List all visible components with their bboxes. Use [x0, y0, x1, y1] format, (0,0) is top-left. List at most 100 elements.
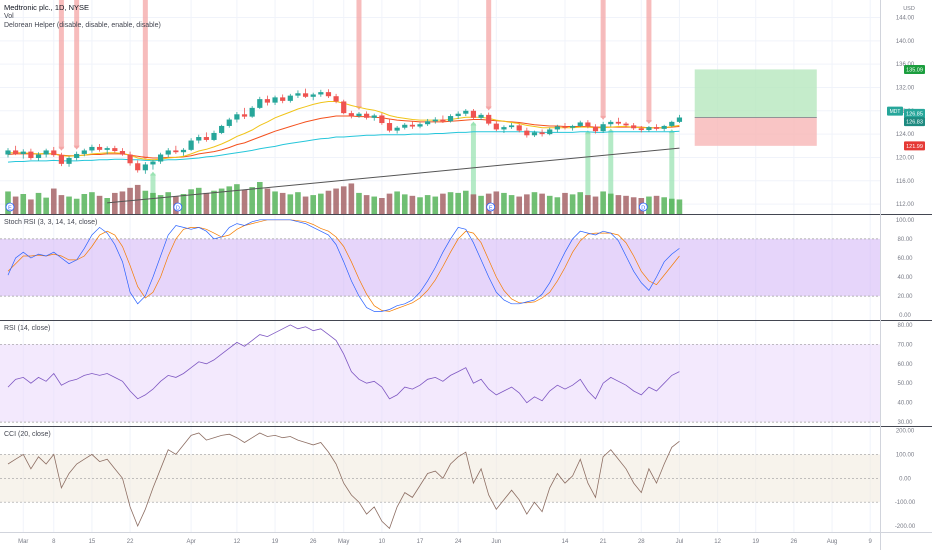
volume-bar	[600, 191, 606, 214]
candle	[188, 140, 194, 150]
volume-bar	[669, 198, 675, 214]
volume-bar	[226, 186, 233, 214]
time-tick-label: May	[338, 539, 349, 545]
candle	[226, 119, 232, 126]
buy-signal-bar	[470, 123, 476, 214]
time-tick-label: 26	[791, 539, 798, 545]
target-price-label-text: 135.09	[906, 67, 923, 73]
cci-tick-label: 0.00	[899, 476, 911, 482]
volume-bar	[340, 186, 347, 214]
volume-bar	[440, 193, 446, 214]
candle	[272, 97, 278, 103]
candle	[35, 154, 42, 159]
volume-bar	[539, 193, 545, 214]
volume-bar	[12, 196, 19, 214]
candle	[493, 123, 499, 130]
candle	[81, 150, 87, 154]
candle	[5, 150, 11, 155]
volume-bar	[28, 199, 34, 214]
event-marker	[173, 202, 183, 212]
candle	[295, 93, 301, 96]
time-tick-label: Apr	[186, 539, 195, 545]
candle	[74, 153, 80, 159]
buy-signal-arrow	[470, 121, 477, 126]
candle	[96, 146, 103, 150]
candle	[173, 150, 179, 153]
candle	[669, 121, 675, 126]
candle	[531, 132, 538, 136]
candle	[287, 95, 293, 101]
target-price-label	[904, 64, 925, 74]
candle	[127, 154, 133, 164]
candle	[447, 116, 454, 122]
volume-bar	[585, 195, 591, 214]
rsi-band	[0, 344, 880, 423]
volume-bar	[432, 196, 439, 214]
sell-signal-bar	[58, 0, 64, 149]
candle	[432, 119, 438, 122]
sell-signal-arrow	[485, 106, 492, 111]
event-marker	[638, 202, 648, 212]
volume-bar	[493, 191, 500, 214]
candle	[409, 124, 415, 127]
volume-bar	[66, 196, 72, 214]
sell-signal-bar	[74, 0, 80, 148]
time-tick-label: Mar	[18, 539, 28, 545]
candle	[570, 125, 576, 128]
volume-bar	[463, 190, 469, 214]
candle	[539, 132, 545, 135]
rsi-tick-label: 50.00	[897, 381, 913, 387]
candle	[43, 150, 49, 155]
time-tick-label: 17	[417, 539, 424, 545]
candle	[165, 150, 171, 155]
event-marker	[5, 202, 15, 212]
volume-bar	[50, 188, 57, 214]
candle	[455, 113, 461, 117]
time-tick-label: 12	[234, 539, 241, 545]
cci-tick-label: 200.00	[896, 429, 915, 435]
candle	[653, 127, 660, 129]
rsi-tick-label: 30.00	[897, 420, 913, 426]
price-tick-label: 140.00	[896, 39, 915, 45]
time-tick-label: 9	[869, 539, 873, 545]
candle	[66, 158, 72, 164]
cci-tick-label: 100.00	[896, 452, 915, 458]
volume-bar	[409, 195, 416, 214]
volume-bar	[333, 188, 339, 214]
trend-line	[107, 147, 680, 204]
volume-bar	[279, 192, 286, 214]
candle	[524, 130, 530, 136]
candle	[51, 150, 57, 156]
stoch-band	[0, 238, 880, 297]
last-price-label-2	[904, 117, 925, 127]
time-tick-label: 10	[379, 539, 386, 545]
volume-bar	[501, 192, 507, 214]
candle	[562, 126, 568, 128]
candle	[623, 123, 629, 126]
sell-signal-bar	[356, 0, 362, 108]
candle	[394, 127, 400, 131]
last-price-label	[904, 108, 925, 118]
sell-signal-bar	[600, 0, 606, 118]
stoch-tick-label: 40.00	[897, 275, 913, 281]
candle	[28, 151, 34, 159]
candle	[554, 126, 560, 130]
volume-bar	[524, 194, 530, 214]
candle	[592, 126, 599, 132]
candle	[638, 128, 644, 131]
candle	[547, 129, 553, 135]
candle	[371, 115, 377, 118]
volume-bar	[112, 192, 118, 214]
volume-bar	[325, 190, 332, 214]
volume-bar	[302, 196, 309, 214]
candle	[13, 150, 19, 154]
candle	[234, 114, 240, 120]
target-zone	[694, 69, 817, 118]
sell-signal-bar	[646, 0, 652, 122]
price-tick-label: 112.00	[896, 202, 915, 208]
volume-bar	[615, 195, 622, 214]
stoch-tick-label: 100.00	[896, 218, 915, 224]
volume-bar	[134, 184, 141, 214]
volume-bar	[562, 192, 568, 214]
